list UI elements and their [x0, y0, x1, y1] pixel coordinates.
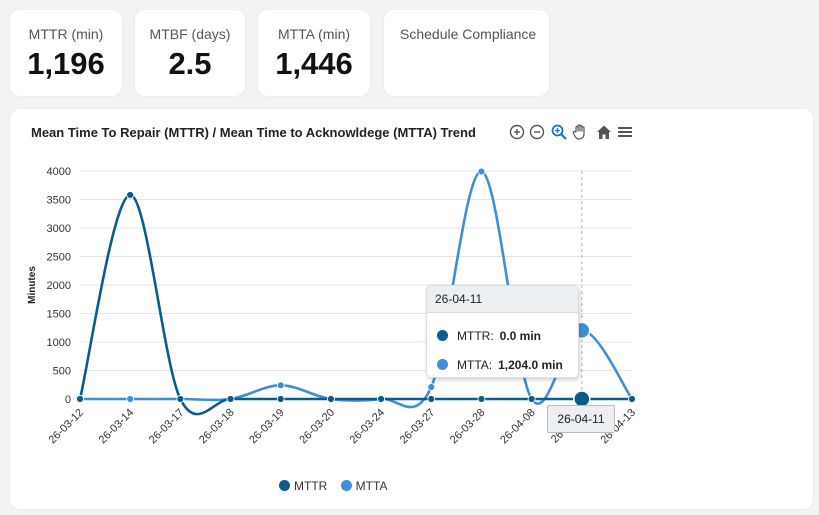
mtbf-kpi-card: MTBF (days) 2.5	[135, 10, 245, 96]
y-tick-label: 2500	[47, 252, 71, 264]
mtta-data-point	[126, 395, 135, 403]
tooltip-mttr-label: MTTR:	[457, 329, 494, 343]
mttr-kpi-value: 1,196	[27, 46, 105, 81]
legend-mttr-label: MTTR	[294, 479, 328, 493]
zoom-in-icon[interactable]	[508, 123, 526, 141]
pan-hand-icon[interactable]	[571, 123, 589, 141]
chart-title: Mean Time To Repair (MTTR) / Mean Time t…	[31, 125, 476, 140]
y-axis-title: Minutes	[27, 266, 38, 304]
x-tick-label: 26-03-24	[348, 407, 388, 447]
mtta-kpi-card: MTTA (min) 1,446	[258, 10, 370, 96]
x-tick-label: 26-03-17	[147, 407, 187, 447]
mtbf-kpi-label: MTBF (days)	[149, 26, 231, 42]
mttr-data-point	[527, 395, 536, 403]
x-tick-label: 26-03-12	[46, 407, 86, 447]
tooltip-row-mttr: MTTR: 0.0 min	[437, 328, 541, 344]
x-tick-label: 26-03-19	[247, 407, 287, 447]
mtta-kpi-label: MTTA (min)	[277, 26, 351, 42]
y-tick-label: 1000	[47, 337, 71, 349]
y-tick-label: 3500	[47, 195, 71, 207]
x-tick-label: 26-04-08	[498, 407, 538, 447]
legend-mtta-label: MTTA	[355, 479, 388, 493]
y-tick-label: 500	[53, 366, 71, 378]
schedule-compliance-kpi-card: Schedule Compliance	[384, 10, 549, 96]
mtta-data-point	[276, 381, 285, 390]
data-tooltip: 26-04-11 MTTR: 0.0 min MTTA: 1,204.0 min	[426, 285, 579, 378]
y-tick-label: 1500	[47, 309, 71, 321]
mttr-data-point	[628, 395, 636, 403]
y-tick-label: 4000	[47, 166, 71, 178]
mttr-data-point	[377, 395, 385, 403]
mttr-kpi-card: MTTR (min) 1,196	[10, 10, 122, 96]
legend-mtta-swatch	[340, 480, 352, 491]
mttr-kpi-label: MTTR (min)	[28, 26, 104, 42]
legend-mttr-swatch	[279, 480, 290, 491]
legend-item-mttr[interactable]: MTTR	[279, 478, 327, 494]
mtta-kpi-value: 1,446	[275, 46, 353, 81]
tooltip-title: 26-04-11	[427, 286, 578, 313]
zoom-out-icon[interactable]	[528, 123, 546, 141]
mtta-data-point	[427, 383, 436, 391]
trend-chart-panel: 0 500 1000 1500 2000 2500 3000 3500 4000 Minutes 2…	[10, 109, 813, 509]
chart-legend: MTTR MTTA	[279, 478, 397, 494]
x-tick-label: 26-03-20	[297, 407, 337, 447]
tooltip-mttr-value: 0.0 min	[499, 329, 542, 343]
x-tick-label: 26-03-27	[398, 407, 438, 447]
trend-chart: 0 500 1000 1500 2000 2500 3000 3500 4000 Minutes 2…	[27, 166, 638, 447]
y-tick-label: 3000	[47, 223, 71, 235]
tooltip-row-mtta: MTTA: 1,204.0 min	[437, 357, 563, 373]
y-tick-label: 0	[65, 394, 71, 406]
mtta-data-point	[477, 167, 486, 176]
mttr-data-point	[477, 395, 486, 403]
crosshair-x-label: 26-04-11	[547, 405, 615, 433]
mttr-data-point	[176, 395, 185, 403]
mttr-marker-dot	[437, 330, 448, 341]
mtbf-kpi-value: 2.5	[168, 46, 212, 81]
mttr-data-point	[327, 395, 335, 403]
home-reset-icon[interactable]	[595, 123, 613, 141]
tooltip-mtta-label: MTTA:	[457, 358, 493, 372]
y-tick-label: 2000	[47, 280, 71, 292]
mttr-data-point	[126, 191, 135, 199]
mttr-data-point	[226, 395, 235, 403]
mttr-data-point	[427, 395, 436, 403]
selection-zoom-icon[interactable]	[550, 123, 568, 141]
mttr-data-point	[76, 395, 84, 403]
schedule-compliance-label: Schedule Compliance	[400, 26, 537, 42]
tooltip-mtta-value: 1,204.0 min	[498, 358, 563, 372]
mttr-data-point	[276, 395, 285, 403]
x-tick-label: 26-03-14	[97, 407, 137, 447]
legend-item-mtta[interactable]: MTTA	[340, 478, 388, 494]
menu-icon[interactable]	[616, 123, 634, 141]
x-tick-label: 26-03-28	[448, 407, 488, 447]
mtta-marker-dot	[437, 359, 448, 370]
